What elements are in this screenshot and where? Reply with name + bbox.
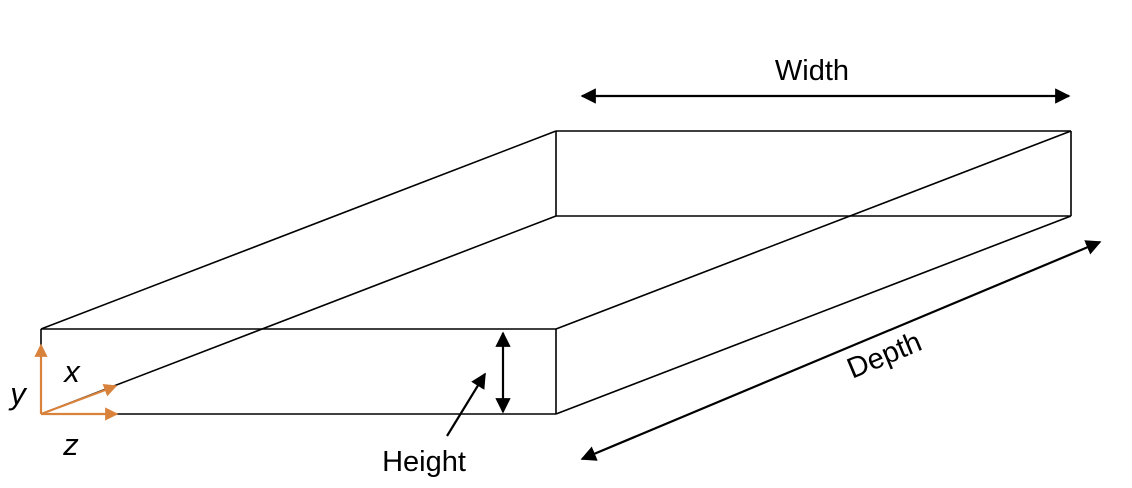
depth-edge-bottom-left [40,215,557,415]
depth-edge-bottom-right [555,215,1072,415]
height-label: Height [382,446,466,478]
depth-label: Depth [843,326,927,385]
z-axis-label: z [62,427,79,462]
height-pointer-arrow [446,372,486,437]
depth-edge-top-left [40,130,557,330]
width-label: Width [775,55,849,87]
y-axis-label: y [8,376,28,411]
x-axis-arrow [40,383,118,416]
box-outline [40,130,1072,415]
axes-indicator: x y z [8,343,119,462]
x-axis-label: x [62,354,81,389]
depth-edge-top-right [555,130,1072,330]
depth-arrow [580,240,1102,461]
